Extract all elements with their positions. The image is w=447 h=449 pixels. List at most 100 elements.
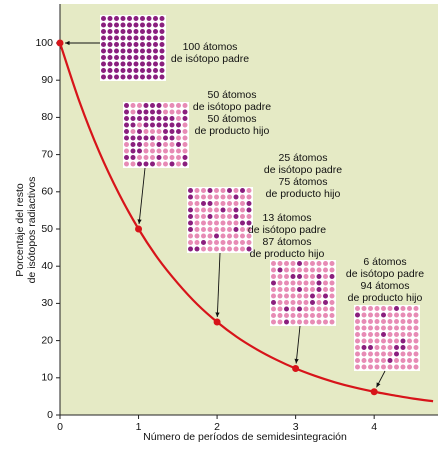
atom: [208, 195, 213, 200]
atom: [144, 149, 149, 154]
atom: [201, 188, 206, 193]
atom: [114, 55, 119, 60]
atom: [121, 49, 126, 54]
atom: [127, 68, 132, 73]
atom: [188, 214, 193, 219]
atom: [278, 281, 283, 286]
atom: [214, 247, 219, 252]
atom: [208, 227, 213, 232]
atom: [362, 365, 367, 370]
atom: [124, 116, 129, 121]
atom: [150, 155, 155, 160]
atom: [150, 123, 155, 128]
atom: [310, 320, 315, 325]
atom: [214, 201, 219, 206]
atom: [388, 326, 393, 331]
x-tick-label: 0: [57, 421, 63, 433]
annotation: de producto hijo: [348, 292, 423, 304]
atom: [214, 195, 219, 200]
atom: [368, 358, 373, 363]
annotation: 6 átomos: [363, 256, 406, 268]
atom: [153, 62, 158, 67]
atom: [114, 23, 119, 28]
atom: [297, 268, 302, 273]
atom: [160, 16, 165, 21]
atom: [247, 214, 252, 219]
atom: [144, 136, 149, 141]
atom: [291, 274, 296, 279]
atom: [401, 319, 406, 324]
atom: [188, 227, 193, 232]
atom: [394, 339, 399, 344]
atom: [170, 129, 175, 134]
atom: [394, 345, 399, 350]
atom: [330, 287, 335, 292]
atom: [310, 313, 315, 318]
atom: [137, 123, 142, 128]
atom: [137, 136, 142, 141]
atom: [170, 149, 175, 154]
atom: [330, 268, 335, 273]
atom: [271, 261, 276, 266]
atom: [153, 23, 158, 28]
atom: [317, 261, 322, 266]
x-tick-label: 3: [293, 421, 299, 433]
atom: [317, 307, 322, 312]
atom: [140, 75, 145, 80]
atom: [227, 247, 232, 252]
atom: [381, 352, 386, 357]
atom: [176, 103, 181, 108]
annotation: de isótopo padre: [248, 224, 326, 236]
atom: [221, 240, 226, 245]
atom: [114, 16, 119, 21]
atom: [157, 110, 162, 115]
atom: [247, 208, 252, 213]
atom: [304, 320, 309, 325]
atom: [375, 339, 380, 344]
atom: [284, 307, 289, 312]
atom: [127, 36, 132, 41]
atom: [221, 221, 226, 226]
y-tick-label: 60: [41, 186, 53, 198]
atom: [214, 227, 219, 232]
atom: [131, 142, 136, 147]
atom: [368, 345, 373, 350]
atom: [147, 16, 152, 21]
atom: [195, 221, 200, 226]
atom: [381, 365, 386, 370]
atom: [221, 214, 226, 219]
atom: [323, 281, 328, 286]
atom: [188, 240, 193, 245]
atom: [208, 234, 213, 239]
annotation: de isótopo padre: [264, 164, 342, 176]
atom: [271, 294, 276, 299]
atom: [330, 300, 335, 305]
atom: [234, 221, 239, 226]
atom: [375, 352, 380, 357]
atom: [131, 162, 136, 167]
atom: [414, 339, 419, 344]
atom: [297, 287, 302, 292]
atom: [208, 208, 213, 213]
atom: [278, 274, 283, 279]
atom: [317, 313, 322, 318]
atom: [388, 345, 393, 350]
atom: [355, 319, 360, 324]
atom: [195, 227, 200, 232]
atom: [234, 247, 239, 252]
atom: [388, 358, 393, 363]
atom: [310, 261, 315, 266]
atom: [114, 68, 119, 73]
atom: [317, 300, 322, 305]
atom: [284, 268, 289, 273]
atom: [284, 287, 289, 292]
y-tick-label: 40: [41, 260, 53, 272]
atom: [414, 306, 419, 311]
atom: [170, 155, 175, 160]
atom: [176, 129, 181, 134]
y-tick-label: 90: [41, 74, 53, 86]
atom: [188, 234, 193, 239]
atom: [330, 307, 335, 312]
atom: [407, 332, 412, 337]
chart: Número de períodos de semidesintegración…: [0, 0, 447, 449]
